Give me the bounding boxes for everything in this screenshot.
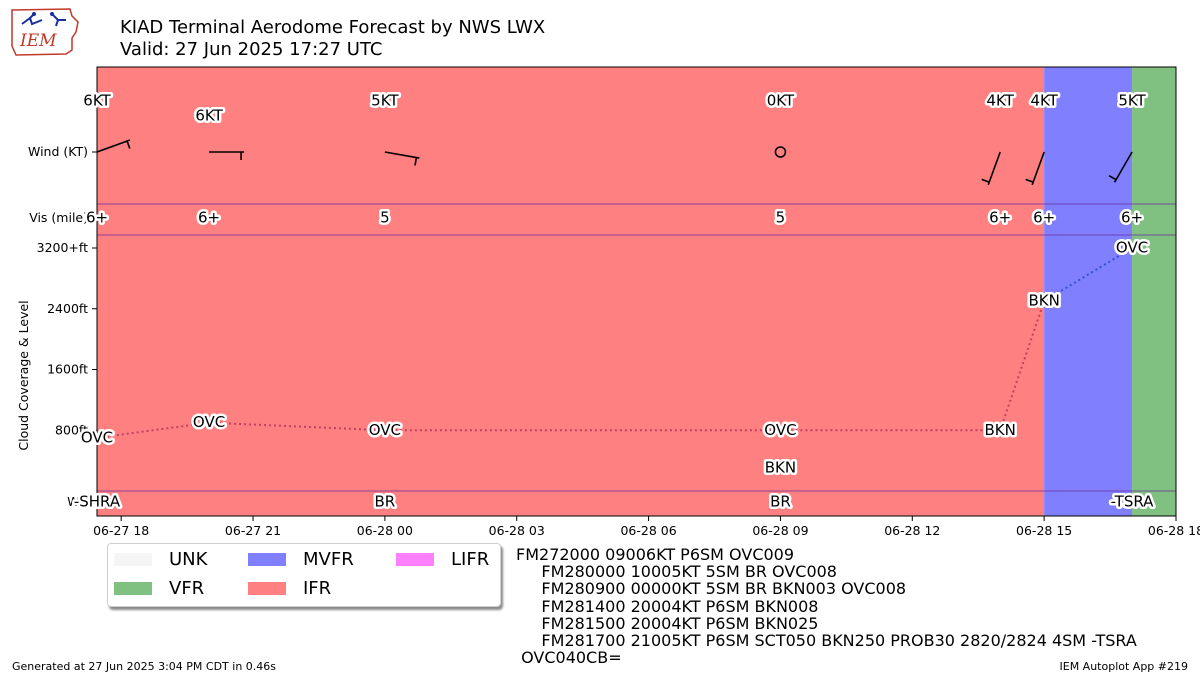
cloud-cover-label-6-0: OVC <box>1116 239 1148 257</box>
cloud-line-segment-1 <box>209 421 385 432</box>
cloud-cover-label-2-0: OVC <box>369 421 401 439</box>
visibility-label-0: 6+ <box>86 209 108 227</box>
wind-calm-mark-3 <box>774 146 787 158</box>
wind-barb-6 <box>1108 151 1133 183</box>
visibility-label-1: 6+ <box>198 209 220 227</box>
category-band-1 <box>1044 67 1133 516</box>
iem-logo: IEM <box>8 6 80 58</box>
legend-item-ifr: IFR <box>248 578 331 599</box>
visibility-label-5: 6+ <box>1033 209 1055 227</box>
wind-speed-label-1: 6KT <box>195 107 223 125</box>
cloud-cover-label-4-0: BKN <box>985 421 1016 439</box>
cloud-cover-label-1-0: OVC <box>193 413 225 431</box>
cloud-cover-label-0-0: OVC <box>81 428 113 446</box>
cloud-cover-label-5-0: BKN <box>1028 292 1059 310</box>
wind-barb-4 <box>981 151 1001 186</box>
cloud-cover-label-3-1: OVC <box>764 421 796 439</box>
chart-subtitle: Valid: 27 Jun 2025 17:27 UTC <box>120 39 383 60</box>
legend-item-mvfr: MVFR <box>248 549 354 570</box>
legend-swatch-vfr <box>114 582 152 595</box>
legend-label-vfr: VFR <box>169 578 205 599</box>
x-tick-label-18: 06-27 18 <box>93 523 149 538</box>
weather-label-6: -TSRA <box>1111 493 1155 511</box>
legend-swatch-mvfr <box>248 553 286 566</box>
plot-frame <box>96 66 1177 517</box>
wind-speed-label-2: 5KT <box>371 92 399 110</box>
wind-speed-label-0: 6KT <box>83 92 111 110</box>
wind-barb-5 <box>1025 151 1045 186</box>
wind-speed-label-5: 4KT <box>1030 92 1058 110</box>
wind-barb-1 <box>209 151 245 160</box>
wind-speed-label-6: 5KT <box>1118 92 1146 110</box>
wind-speed-label-3: 0KT <box>767 92 795 110</box>
legend-item-unk: UNK <box>114 549 207 570</box>
legend-swatch-lifr <box>396 553 434 566</box>
visibility-label-3: 5 <box>776 209 786 227</box>
y-tick-label-vis: Vis (mile) <box>29 210 88 225</box>
category-band-0 <box>97 67 1045 516</box>
x-tick-label-27: 06-28 03 <box>489 523 545 538</box>
raw-taf-text: FM272000 09006KT P6SM OVC009 FM280000 10… <box>516 545 1137 668</box>
app-footer: IEM Autoplot App #219 <box>1059 660 1189 673</box>
y-tick-label-y-3200: 3200+ft <box>37 240 88 255</box>
wind-speed-label-4: 4KT <box>987 92 1015 110</box>
legend-item-lifr: LIFR <box>396 549 489 570</box>
y-tick-label-wx: WX <box>67 494 88 509</box>
x-tick-label-30: 06-28 06 <box>620 523 676 538</box>
logo-text: IEM <box>19 31 57 51</box>
y-tick-label-y-800: 800ft <box>55 422 88 437</box>
weather-label-0: -SHRA <box>74 493 121 511</box>
chart-title: KIAD Terminal Aerodome Forecast by NWS L… <box>120 17 546 38</box>
legend-swatch-ifr <box>248 582 286 595</box>
legend: UNK MVFR LIFR VFR IFR <box>107 543 501 607</box>
legend-swatch-unk <box>114 553 152 566</box>
legend-label-ifr: IFR <box>303 578 332 599</box>
x-tick-label-36: 06-28 12 <box>884 523 940 538</box>
cloud-line-segment-5 <box>1043 247 1133 303</box>
x-tick-label-21: 06-27 21 <box>225 523 281 538</box>
cloud-line-segment-0 <box>96 421 210 439</box>
wind-barb-2 <box>384 151 420 166</box>
legend-label-lifr: LIFR <box>451 549 490 570</box>
y-tick-label-wind: Wind (KT) <box>28 144 88 159</box>
y-tick-label-y-2400: 2400ft <box>47 301 88 316</box>
x-tick-label-33: 06-28 09 <box>752 523 808 538</box>
weather-label-3: BR <box>770 493 791 511</box>
visibility-label-4: 6+ <box>989 209 1011 227</box>
wind-barb-0 <box>96 139 131 153</box>
weather-label-2: BR <box>375 493 396 511</box>
x-tick-label-39: 06-28 15 <box>1016 523 1072 538</box>
visibility-label-2: 5 <box>380 209 390 227</box>
x-tick-label-24: 06-28 00 <box>357 523 413 538</box>
category-band-2 <box>1132 67 1176 516</box>
visibility-label-6: 6+ <box>1121 209 1143 227</box>
generated-footer: Generated at 27 Jun 2025 3:04 PM CDT in … <box>12 660 277 673</box>
legend-item-vfr: VFR <box>114 578 204 599</box>
legend-label-mvfr: MVFR <box>303 549 354 570</box>
cloud-cover-label-3-0: BKN <box>765 459 796 477</box>
legend-label-unk: UNK <box>169 549 208 570</box>
y-axis-label: Cloud Coverage & Level <box>16 300 31 450</box>
x-tick-label-42: 06-28 18 <box>1148 523 1200 538</box>
y-tick-label-y-1600: 1600ft <box>47 362 88 377</box>
